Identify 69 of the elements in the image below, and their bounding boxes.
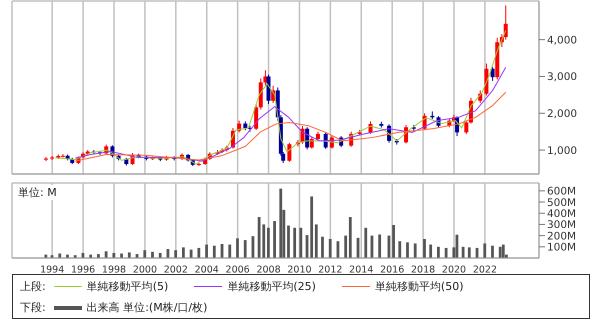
bar xyxy=(491,246,494,258)
bar xyxy=(82,252,84,258)
x-tick-label: 2018 xyxy=(410,264,436,276)
bar xyxy=(476,248,478,258)
bar xyxy=(166,249,170,258)
candlestick xyxy=(287,142,292,162)
y-tick-label: 2,000 xyxy=(547,108,578,120)
x-tick-label: 2008 xyxy=(256,264,281,276)
y-tick-label: 4,000 xyxy=(547,34,578,46)
legend-label: 単純移動平均(25) xyxy=(227,279,316,294)
bar xyxy=(462,246,465,258)
y-tick-label: 300M xyxy=(547,219,576,232)
bar xyxy=(190,250,193,258)
bar xyxy=(306,235,308,258)
y-tick-label: 400M xyxy=(547,208,576,220)
legend-title: 下段: xyxy=(20,300,46,315)
x-tick-label: 2010 xyxy=(287,264,312,276)
y-tick-label: 500M xyxy=(547,196,576,209)
y-tick-label: 200M xyxy=(547,230,576,242)
bar xyxy=(236,238,239,258)
legend-label: 単純移動平均(5) xyxy=(86,279,168,294)
x-tick-label: 2000 xyxy=(132,264,158,276)
bar xyxy=(220,244,224,258)
x-tick-label: 1994 xyxy=(40,264,64,276)
x-tick-label: 2012 xyxy=(318,264,342,276)
legend-title: 上段: xyxy=(20,279,46,294)
bar xyxy=(50,255,54,258)
x-tick-label: 2020 xyxy=(442,264,466,276)
candlestick xyxy=(490,66,495,82)
bar xyxy=(336,241,340,258)
x-tick-label: 1998 xyxy=(102,264,126,276)
annotation: 単位: M xyxy=(16,185,59,200)
bar xyxy=(66,254,69,258)
bar xyxy=(273,221,276,258)
bar xyxy=(267,228,270,258)
bar xyxy=(356,238,360,258)
bar xyxy=(406,242,409,258)
bar xyxy=(437,246,440,258)
bar xyxy=(456,234,458,258)
bar xyxy=(104,251,108,258)
bar xyxy=(182,247,185,258)
y-tick-label: 1,000 xyxy=(547,144,578,157)
x-tick-label: 2016 xyxy=(380,264,404,276)
y-tick-label: 3,000 xyxy=(547,71,578,84)
x-tick-label: 2014 xyxy=(349,264,374,276)
line-series xyxy=(74,92,506,162)
bar xyxy=(321,236,324,258)
bar xyxy=(444,248,448,258)
bar xyxy=(97,254,100,258)
x-tick-label: 2022 xyxy=(472,264,498,276)
x-tick-label: 2006 xyxy=(226,264,250,276)
x-tick-label: 1996 xyxy=(70,264,96,276)
x-tick-label: 2004 xyxy=(194,264,219,276)
bar xyxy=(120,254,123,258)
x-tick-label: 2002 xyxy=(164,264,188,276)
line-series xyxy=(74,66,506,162)
candlestick xyxy=(464,120,468,134)
y-tick-label: 600M xyxy=(547,186,576,198)
legend-label: 単純移動平均(50) xyxy=(374,279,464,294)
bar xyxy=(287,226,290,258)
legend-label: 出来高 単位:(M株/口/枚) xyxy=(86,300,208,315)
bar xyxy=(258,217,261,258)
y-tick-label: 100M xyxy=(547,242,576,254)
bar xyxy=(252,236,254,258)
bar xyxy=(136,254,138,258)
bar xyxy=(423,238,426,258)
bar xyxy=(205,244,208,258)
bar xyxy=(151,252,154,258)
bar xyxy=(370,236,374,258)
